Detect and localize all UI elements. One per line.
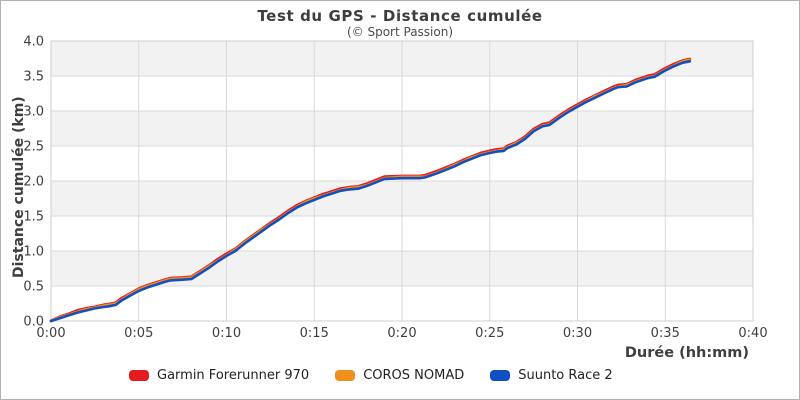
y-tick-label: 0.5 bbox=[23, 280, 44, 295]
x-tick-label: 0:10 bbox=[212, 326, 241, 341]
y-tick-label: 4.0 bbox=[23, 35, 44, 50]
coros-color-swatch-icon bbox=[335, 370, 356, 381]
chart-subtitle: (© Sport Passion) bbox=[346, 25, 454, 39]
y-tick-label: 2.5 bbox=[23, 140, 44, 155]
legend: Garmin Forerunner 970 COROS NOMAD Suunto… bbox=[129, 368, 613, 383]
x-tick-label: 0:05 bbox=[124, 326, 153, 341]
y-tick-label: 2.0 bbox=[23, 175, 44, 190]
garmin-color-swatch-icon bbox=[129, 370, 149, 381]
x-tick-label: 0:30 bbox=[563, 326, 592, 341]
legend-item-suunto: Suunto Race 2 bbox=[490, 368, 613, 383]
x-axis-label: Durée (hh:mm) bbox=[624, 345, 749, 361]
x-tick-label: 0:00 bbox=[36, 326, 65, 341]
x-tick-label: 0:25 bbox=[475, 326, 504, 341]
x-tick-label: 0:20 bbox=[387, 326, 416, 341]
legend-label-coros: COROS NOMAD bbox=[363, 368, 465, 383]
y-tick-label: 0.0 bbox=[23, 315, 44, 330]
series-line-3 bbox=[49, 59, 692, 323]
x-tick-label: 0:15 bbox=[300, 326, 329, 341]
suunto-color-swatch-icon bbox=[490, 370, 511, 381]
legend-item-garmin: Garmin Forerunner 970 bbox=[129, 368, 309, 383]
plot-border bbox=[50, 40, 754, 322]
y-axis-label: Distance cumulée (km) bbox=[11, 96, 27, 278]
legend-label-suunto: Suunto Race 2 bbox=[518, 368, 613, 383]
y-tick-label: 1.5 bbox=[23, 210, 44, 225]
legend-item-coros: COROS NOMAD bbox=[335, 368, 464, 383]
y-tick-label: 1.0 bbox=[23, 245, 44, 260]
legend-label-garmin: Garmin Forerunner 970 bbox=[157, 368, 310, 383]
y-tick-label: 3.0 bbox=[23, 105, 44, 120]
chart-title: Test du GPS - Distance cumulée bbox=[257, 7, 543, 25]
y-tick-label: 3.5 bbox=[23, 70, 44, 85]
x-tick-label: 0:35 bbox=[651, 326, 680, 341]
x-tick-label: 0:40 bbox=[738, 326, 767, 341]
